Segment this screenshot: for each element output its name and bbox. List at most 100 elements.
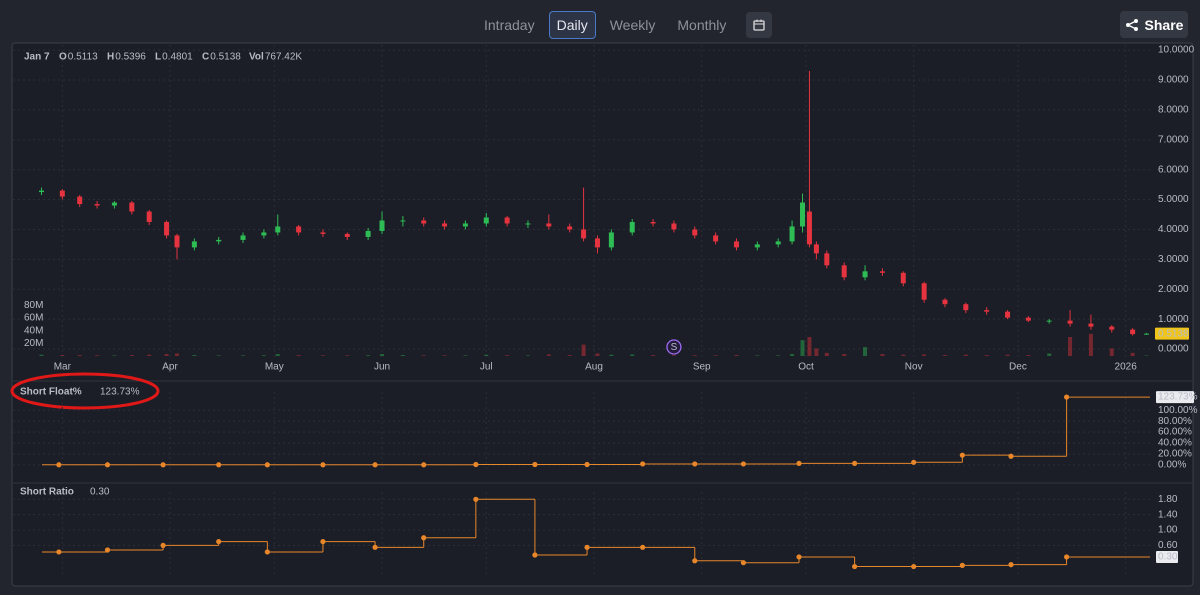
last-price-badge — [1155, 327, 1189, 340]
step-point — [911, 563, 917, 570]
volume-bar — [651, 355, 656, 356]
share-label[interactable]: Share — [1144, 16, 1184, 33]
volume-bar — [734, 355, 739, 356]
candle-body — [400, 220, 406, 222]
volume-bar — [984, 355, 989, 356]
candle-body — [1046, 320, 1052, 322]
volume-bar — [1026, 355, 1031, 356]
period-tab[interactable]: Daily — [548, 11, 596, 39]
candle-body — [111, 202, 117, 206]
candle-body — [608, 232, 614, 248]
candle-body — [629, 221, 635, 233]
candle-body — [567, 226, 573, 230]
volume-bar — [1047, 353, 1052, 356]
candle-body — [900, 272, 906, 284]
candle-body — [775, 241, 781, 245]
volume-bar — [901, 354, 906, 356]
period-tab[interactable]: Monthly — [677, 17, 727, 33]
candle-body — [963, 304, 969, 311]
candle-body — [164, 221, 170, 236]
event-marker — [666, 339, 682, 355]
step-point — [473, 461, 479, 468]
legend-value: 0.4801 — [162, 52, 193, 63]
legend-value: 0.5113 — [68, 52, 98, 63]
volume-tick-label: 40M — [24, 325, 43, 336]
volume-bar — [922, 354, 927, 356]
step-point — [1008, 453, 1014, 459]
volume-bar — [400, 355, 405, 356]
volume-bar — [1109, 348, 1114, 356]
legend-key: L — [155, 52, 161, 63]
volume-bar — [112, 355, 117, 356]
candle-body — [671, 223, 677, 230]
y-tick-label: 20.00% — [1158, 449, 1192, 460]
step-point — [160, 542, 166, 549]
step-point — [264, 462, 270, 468]
candle-body — [942, 299, 948, 305]
x-tick-label: Aug — [585, 362, 603, 373]
candle-body — [921, 283, 927, 300]
candle-body — [129, 202, 135, 212]
volume-bar — [567, 355, 572, 356]
step-point — [160, 462, 166, 468]
y-tick-label: 80.00% — [1158, 416, 1192, 427]
x-tick-label: Jul — [480, 362, 493, 373]
step-point — [56, 549, 62, 555]
volume-bar — [261, 355, 266, 356]
x-tick-label: Jun — [374, 362, 390, 373]
step-point — [1064, 394, 1070, 400]
volume-bar — [776, 355, 781, 356]
candle-body — [841, 265, 847, 278]
step-point — [372, 544, 378, 550]
volume-bar — [39, 354, 44, 356]
volume-bar — [546, 354, 551, 356]
step-point — [473, 496, 479, 502]
volume-bar — [147, 354, 152, 356]
volume-bar — [863, 347, 868, 356]
volume-bar — [814, 348, 819, 356]
volume-bar — [755, 355, 760, 356]
legend-key: Vol — [249, 52, 264, 63]
step-point — [740, 560, 747, 566]
legend-value: 0.5138 — [210, 52, 241, 63]
calendar-button[interactable] — [746, 12, 773, 38]
step-point — [852, 460, 858, 467]
step-point — [421, 535, 427, 541]
candle-body — [59, 190, 65, 197]
volume-bar — [963, 354, 968, 356]
volume-bar — [175, 353, 179, 356]
y-tick-label: 4.0000 — [1158, 224, 1189, 235]
step-point — [56, 462, 62, 468]
volume-bar — [842, 354, 847, 356]
candle-body — [789, 226, 795, 242]
candle-body — [692, 229, 698, 236]
volume-bar — [442, 355, 447, 356]
candle-body — [216, 239, 222, 242]
period-tab[interactable]: Weekly — [609, 17, 656, 33]
legend-date: Jan 7 — [24, 52, 50, 63]
candle-body — [862, 271, 868, 278]
step-point — [959, 452, 965, 458]
y-tick-label: 3.0000 — [1158, 254, 1189, 265]
step-point — [320, 538, 326, 545]
y-tick-label: 5.0000 — [1158, 194, 1189, 205]
y-tick-label: 1.00 — [1158, 525, 1178, 536]
step-point — [372, 462, 378, 468]
step-point — [584, 544, 590, 550]
volume-bar — [630, 354, 635, 356]
candle-body — [191, 241, 197, 248]
volume-bar — [296, 355, 301, 356]
step-point — [532, 461, 538, 468]
x-tick-label: Oct — [798, 362, 814, 373]
candle-body — [713, 235, 719, 242]
candle-body — [240, 235, 246, 240]
period-tab[interactable]: Intraday — [484, 17, 535, 33]
y-tick-label: 100.00% — [1158, 405, 1198, 416]
y-tick-label: 1.40 — [1158, 509, 1178, 520]
legend-value: 0.5396 — [115, 52, 146, 63]
candle-body — [525, 223, 531, 225]
step-point — [421, 462, 427, 468]
candle-body — [806, 211, 812, 245]
share-button[interactable]: Share — [1120, 11, 1188, 38]
candle-body — [546, 223, 552, 227]
